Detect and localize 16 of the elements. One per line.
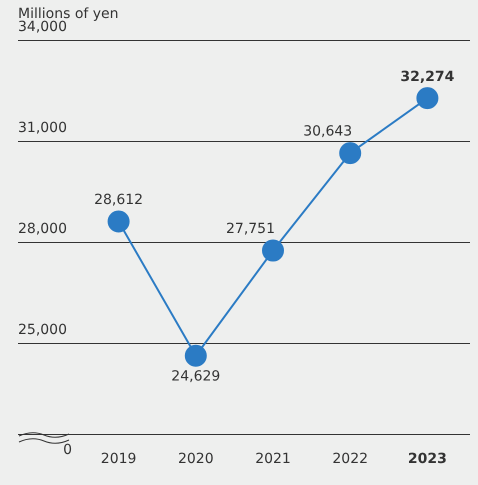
y-axis-title: Millions of yen <box>18 6 119 22</box>
y-tick-label: 25,000 <box>18 322 67 338</box>
x-tick-label: 2022 <box>332 451 368 468</box>
data-label: 27,751 <box>226 221 275 238</box>
data-label: 30,643 <box>303 124 352 140</box>
y-tick-label: 28,000 <box>18 221 67 238</box>
text: 0 <box>63 442 72 458</box>
y-tick-label: 31,000 <box>18 120 67 136</box>
data-label: 32,274 <box>400 68 455 85</box>
x-tick-label: 2023 <box>408 451 447 468</box>
x-tick-label: 2019 <box>100 451 136 468</box>
x-tick-label: 2021 <box>255 451 291 468</box>
x-tick-label: 2020 <box>178 451 214 468</box>
y-tick-label: 34,000 <box>18 19 67 36</box>
data-label: 24,629 <box>171 368 220 384</box>
data-label: 28,612 <box>94 192 144 208</box>
